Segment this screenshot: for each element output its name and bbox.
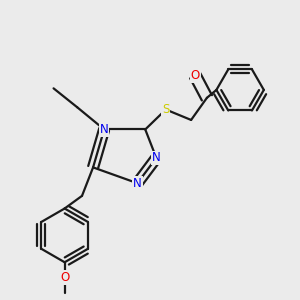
Text: O: O (190, 69, 200, 82)
Text: O: O (60, 271, 69, 284)
Text: S: S (162, 103, 169, 116)
Text: N: N (133, 177, 142, 190)
Text: N: N (152, 152, 161, 164)
Text: N: N (100, 123, 109, 136)
